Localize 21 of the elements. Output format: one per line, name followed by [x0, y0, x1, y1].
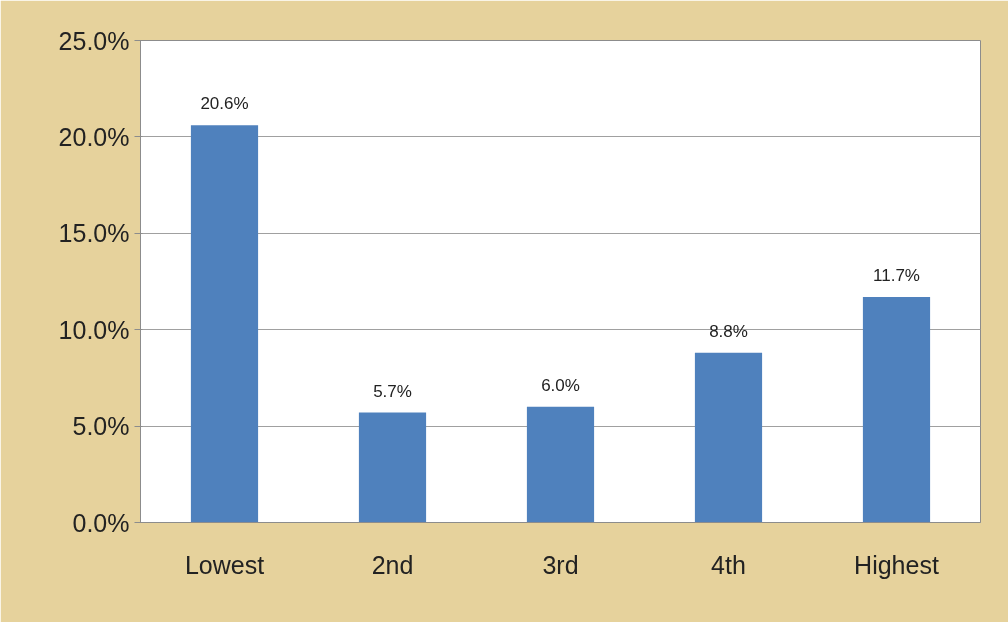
y-tick-label: 5.0%	[72, 412, 130, 441]
x-tick-label: 3rd	[542, 550, 579, 579]
data-label: 5.7%	[373, 381, 412, 401]
y-tick-label: 10.0%	[58, 315, 130, 344]
data-label: 6.0%	[541, 375, 580, 395]
y-tick-label: 0.0%	[72, 508, 130, 537]
x-tick-label: Highest	[854, 550, 939, 579]
data-label: 20.6%	[200, 94, 249, 114]
data-label: 11.7%	[873, 265, 920, 285]
bar	[190, 125, 259, 523]
bar	[862, 296, 931, 523]
y-tick-label: 20.0%	[58, 122, 130, 151]
y-tick-label: 15.0%	[58, 219, 130, 248]
bar	[358, 412, 427, 523]
x-tick-label: 4th	[711, 550, 746, 579]
data-label: 8.8%	[709, 321, 748, 341]
y-tick-label: 25.0%	[58, 26, 130, 55]
x-tick-label: Lowest	[184, 550, 265, 579]
x-tick-label: 2nd	[371, 550, 414, 579]
bar	[526, 406, 595, 523]
bar	[694, 352, 763, 523]
